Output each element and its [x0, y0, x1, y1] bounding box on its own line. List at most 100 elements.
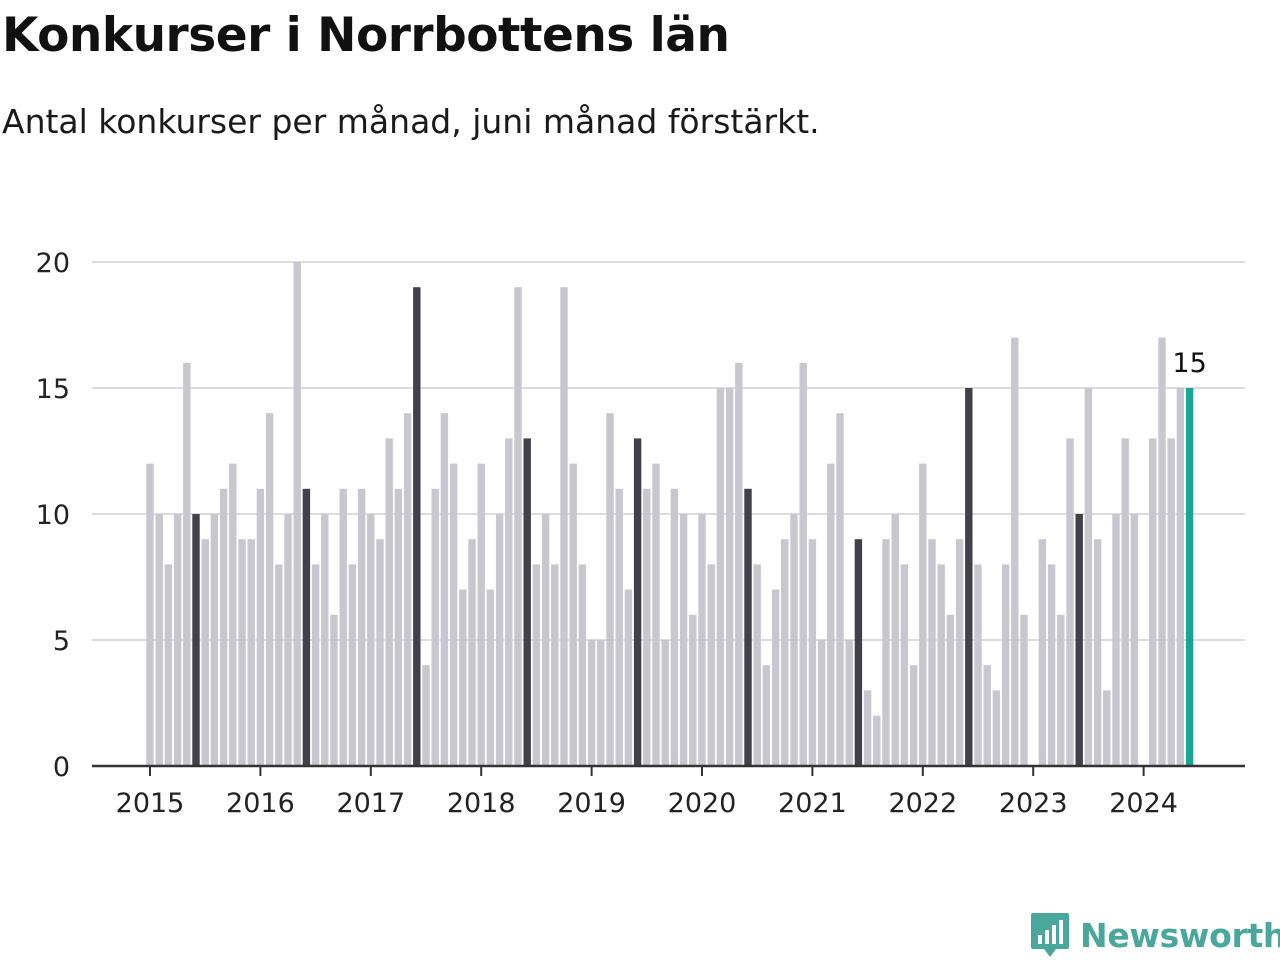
bar: [1130, 514, 1139, 766]
bar: [983, 665, 991, 766]
x-tick-label: 2019: [557, 788, 626, 819]
bar: [1001, 564, 1010, 766]
bar: [440, 413, 449, 766]
bar: [679, 514, 688, 766]
bar: [1176, 388, 1185, 766]
bar: [652, 463, 660, 766]
bar: [569, 463, 577, 766]
bar: [468, 539, 476, 766]
bar: [698, 514, 706, 766]
bar: [1167, 438, 1175, 766]
bar: [909, 665, 918, 766]
bar: [753, 564, 761, 766]
x-tick-label: 2018: [447, 788, 516, 819]
bar: [725, 388, 734, 766]
bar: [928, 539, 936, 766]
bar: [882, 539, 890, 766]
bar: [781, 539, 789, 766]
bar: [1066, 438, 1074, 766]
bar: [403, 413, 412, 766]
bar: [919, 463, 927, 766]
bar: [597, 640, 605, 766]
newsworthy-brand: Newsworthy: [1030, 910, 1280, 960]
bar: [321, 514, 329, 766]
x-axis-ticks: 2015 2016 2017 2018 2019 2020 2021 2022 2023 2024: [116, 766, 1178, 819]
bar: [560, 287, 568, 766]
x-tick-label: 2021: [778, 788, 847, 819]
bar: [1103, 690, 1111, 766]
x-tick-label: 2022: [888, 788, 957, 819]
bar: [477, 463, 485, 766]
bar: [624, 589, 633, 766]
bar-june: [302, 488, 311, 766]
bar: [937, 564, 945, 766]
y-tick-label: 5: [53, 626, 70, 657]
bar: [1020, 614, 1028, 766]
bar-june: [523, 438, 531, 766]
bar-june: [744, 488, 752, 766]
x-tick-label: 2015: [116, 788, 185, 819]
bar: [689, 614, 697, 766]
bar: [201, 539, 209, 766]
bar: [1047, 564, 1056, 766]
bar: [367, 514, 375, 766]
bar: [532, 564, 541, 766]
bar: [900, 564, 909, 766]
bar: [799, 362, 807, 766]
bar-chart: 0 5 10 15 20 2015 2016 2017 2018 2019 2020 2021 202…: [36, 248, 1245, 819]
bar-june: [1075, 514, 1083, 766]
bars: [146, 262, 1194, 766]
bar: [247, 539, 255, 766]
bar: [762, 665, 771, 766]
bar: [1121, 438, 1129, 766]
bar: [155, 514, 163, 766]
bar: [1158, 337, 1166, 766]
bar: [606, 413, 614, 766]
bar: [827, 463, 835, 766]
bar: [808, 539, 817, 766]
y-axis-labels: 0 5 10 15 20: [36, 248, 70, 783]
bar: [459, 589, 467, 766]
bar: [449, 463, 458, 766]
bar: [707, 564, 715, 766]
bar: [863, 690, 872, 766]
bar: [330, 614, 338, 766]
bar: [339, 488, 347, 766]
bar: [505, 438, 513, 766]
bar: [716, 388, 725, 766]
x-tick-label: 2020: [668, 788, 737, 819]
bar: [1038, 539, 1047, 766]
bar: [495, 514, 504, 766]
x-tick-label: 2016: [226, 788, 295, 819]
bar: [293, 262, 301, 766]
bar: [541, 514, 550, 766]
y-tick-label: 0: [53, 752, 70, 783]
bar: [1149, 438, 1157, 766]
bar: [514, 287, 522, 766]
bar: [275, 564, 283, 766]
bar: [431, 488, 439, 766]
bar: [771, 589, 780, 766]
bar: [219, 488, 228, 766]
x-tick-label: 2024: [1109, 788, 1178, 819]
bar: [661, 640, 669, 766]
bar: [974, 564, 982, 766]
y-tick-label: 10: [36, 500, 70, 531]
bar: [891, 514, 899, 766]
bar: [643, 488, 651, 766]
bar: [955, 539, 964, 766]
bar: [284, 514, 292, 766]
bar: [265, 413, 274, 766]
bar: [238, 539, 246, 766]
newsworthy-logo-icon: [1031, 913, 1069, 957]
bar: [845, 640, 853, 766]
bar-latest: [1185, 388, 1194, 766]
bar-june: [965, 388, 973, 766]
bar-june: [413, 287, 421, 766]
bar: [357, 488, 366, 766]
bar: [817, 640, 826, 766]
x-tick-label: 2017: [336, 788, 405, 819]
bar: [348, 564, 357, 766]
bar: [229, 463, 237, 766]
bar: [578, 564, 587, 766]
